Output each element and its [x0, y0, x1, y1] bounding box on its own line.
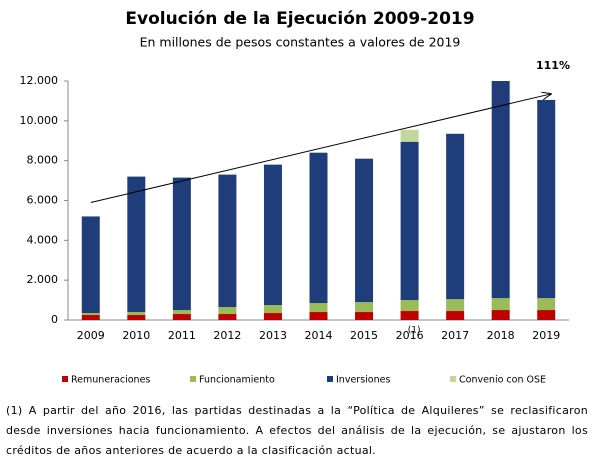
legend-swatch [190, 376, 196, 382]
legend-label: Funcionamiento [199, 375, 275, 386]
x-tick-label: 2014 [305, 329, 333, 342]
legend-swatch [62, 376, 68, 382]
bar-segment [355, 158, 374, 303]
chart-subtitle: En millones de pesos constantes a valore… [140, 35, 461, 50]
bar-segment [218, 174, 237, 308]
y-tick-label: 2.000 [27, 273, 59, 286]
x-tick-label: 2013 [259, 329, 287, 342]
bar-segment [537, 310, 556, 320]
annotation: (1) [408, 326, 421, 336]
bar-segment [537, 298, 556, 311]
bar-segment [263, 313, 282, 320]
bar-segment [81, 315, 100, 320]
x-tick-label: 2011 [168, 329, 196, 342]
bar-segment [127, 176, 146, 313]
legend-label: Convenio con OSE [459, 375, 546, 386]
bar-segment [400, 300, 419, 312]
annotation: 111% [536, 59, 570, 72]
bar-segment [355, 312, 374, 320]
x-tick-label: 2018 [487, 329, 515, 342]
legend-swatch [450, 376, 456, 382]
bar-segment [491, 298, 510, 311]
chart-title: Evolución de la Ejecución 2009-2019 [125, 9, 474, 29]
chart: Evolución de la Ejecución 2009-2019 En m… [20, 9, 570, 386]
x-tick-label: 2017 [441, 329, 469, 342]
bar-segment [263, 305, 282, 314]
bar-segment [400, 141, 419, 301]
bar-segment [127, 315, 146, 320]
bar-segment [537, 99, 556, 299]
x-tick-label: 2009 [77, 329, 105, 342]
x-tick-label: 2010 [122, 329, 150, 342]
bar-segment [81, 313, 100, 316]
y-tick-label: 8.000 [27, 154, 59, 167]
trend-arrow [90, 94, 551, 203]
bar-segment [218, 314, 237, 320]
bar-segment [218, 307, 237, 315]
y-tick-label: 12.000 [20, 74, 59, 87]
bar-segment [172, 177, 191, 311]
legend-swatch [327, 376, 333, 382]
bar-segment [355, 302, 374, 313]
x-tick-label: 2016 [396, 329, 424, 342]
y-tick-label: 4.000 [27, 233, 59, 246]
bar-segment [446, 133, 465, 300]
footnote: (1) A partir del año 2016, las partidas … [6, 404, 588, 457]
bar-segment [446, 299, 465, 312]
bar-segment [400, 311, 419, 320]
bar-segment [263, 164, 282, 306]
bar-segment [172, 310, 191, 315]
bar-segment [81, 216, 100, 314]
bar-segment [400, 129, 419, 142]
x-tick-label: 2019 [532, 329, 560, 342]
legend-label: Remuneraciones [71, 375, 150, 386]
legend-label: Inversiones [336, 375, 390, 386]
y-tick-label: 6.000 [27, 194, 59, 207]
bar-segment [446, 311, 465, 320]
bar-segment [172, 314, 191, 320]
x-tick-label: 2015 [350, 329, 378, 342]
bar-segment [309, 312, 328, 320]
x-tick-label: 2012 [213, 329, 241, 342]
bar-segment [491, 310, 510, 320]
bar-segment [127, 312, 146, 316]
y-tick-label: 10.000 [20, 114, 59, 127]
bar-segment [491, 81, 510, 299]
y-tick-label: 0 [51, 313, 58, 326]
bar-segment [309, 152, 328, 304]
bar-segment [309, 303, 328, 313]
